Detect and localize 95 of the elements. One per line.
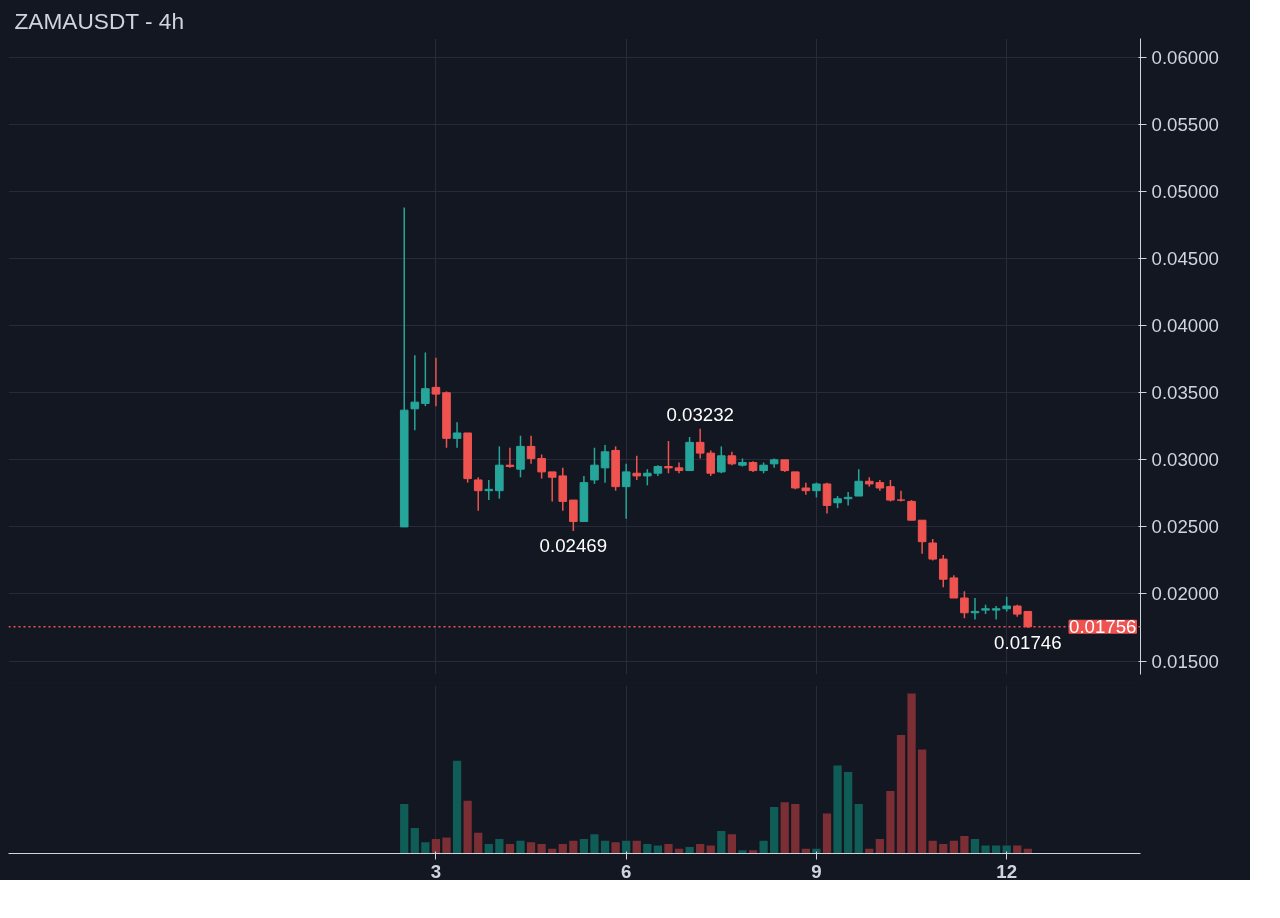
annotation: 0.03232: [666, 403, 734, 425]
candlestick: [516, 434, 525, 479]
bar: [431, 839, 441, 854]
bar: [875, 839, 884, 854]
candlestick: [717, 445, 726, 474]
y-tick-label: 0.06000: [1151, 46, 1219, 68]
candlestick: [526, 434, 536, 465]
y-tick-label: 0.02500: [1151, 516, 1219, 538]
y-tick-label: 0.01500: [1151, 650, 1219, 672]
bar: [759, 840, 768, 854]
candlestick: [991, 605, 1001, 621]
x-tick-label: 12: [996, 860, 1018, 882]
y-tick-label: 0.05500: [1151, 113, 1219, 135]
bar: [748, 850, 758, 854]
candlestick: [907, 499, 916, 521]
annotation: 0.01746: [994, 632, 1062, 654]
candlestick: [590, 446, 599, 485]
bar: [939, 843, 948, 854]
bar: [611, 842, 620, 854]
bar: [632, 840, 641, 854]
ref-line-label: 0.01756: [1069, 616, 1137, 638]
candlestick: [473, 476, 483, 512]
bar: [791, 803, 800, 854]
chart-title: ZAMAUSDT - 4h: [14, 7, 185, 34]
candlestick: [600, 444, 610, 484]
bar: [463, 800, 472, 854]
y-tick-label: 0.03000: [1151, 449, 1219, 471]
bar: [569, 840, 578, 854]
bar: [558, 843, 567, 854]
candlestick: [452, 421, 462, 449]
bar: [896, 735, 906, 854]
bar: [981, 845, 990, 854]
bar: [770, 807, 779, 854]
bar: [907, 693, 916, 854]
bar: [949, 840, 958, 854]
bar: [960, 835, 969, 854]
x-tick-label: 9: [811, 860, 822, 882]
bar: [579, 839, 589, 854]
bar: [844, 771, 853, 854]
bar: [854, 803, 863, 854]
bar: [664, 843, 673, 854]
bar: [727, 834, 737, 854]
candlestick: [854, 468, 864, 497]
bar: [970, 839, 980, 854]
candlestick: [431, 357, 441, 407]
candlestick: [621, 463, 631, 520]
bar: [738, 850, 747, 854]
candlestick: [843, 491, 853, 507]
bar: [410, 827, 419, 854]
candlestick: [569, 499, 578, 532]
bar: [780, 802, 789, 854]
candlestick: [421, 351, 430, 407]
bar: [833, 765, 842, 854]
candlestick: [632, 455, 642, 481]
bar: [526, 842, 536, 854]
y-tick-label: 0.04000: [1151, 315, 1219, 337]
candlestick: [960, 590, 969, 619]
bar: [886, 791, 895, 854]
x-tick-label: 6: [621, 860, 632, 882]
y-tick-label: 0.05000: [1151, 180, 1219, 202]
bar: [918, 749, 927, 854]
y-tick-label: 0.03500: [1151, 382, 1219, 404]
bar: [643, 843, 652, 854]
bar: [696, 843, 705, 854]
bar: [822, 813, 832, 854]
bar: [537, 843, 546, 854]
y-tick-label: 0.04500: [1151, 248, 1219, 270]
bar: [590, 834, 599, 854]
bar: [622, 840, 631, 854]
candlestick: [484, 479, 494, 501]
bar: [474, 832, 483, 854]
bar: [685, 847, 694, 854]
candlestick: [505, 446, 515, 469]
candlestick: [822, 481, 832, 515]
candlestick: [410, 354, 420, 432]
bar: [516, 840, 525, 854]
candlestick: [706, 449, 716, 477]
bar: [600, 840, 610, 854]
bar: [442, 837, 451, 854]
candlestick: [917, 519, 927, 555]
bar: [484, 843, 493, 854]
candlestick: [896, 489, 906, 503]
annotation: 0.02469: [539, 535, 608, 557]
bar: [421, 842, 430, 854]
bar: [505, 843, 515, 854]
x-tick-label: 3: [430, 860, 442, 882]
candlestick: [664, 440, 673, 474]
bar: [928, 840, 937, 854]
y-tick-label: 0.02000: [1151, 583, 1219, 605]
bar: [495, 839, 504, 854]
bar: [400, 803, 409, 854]
bar: [717, 831, 726, 854]
bar: [452, 760, 462, 854]
candlestick: [537, 453, 546, 480]
candlestick: [695, 427, 705, 460]
